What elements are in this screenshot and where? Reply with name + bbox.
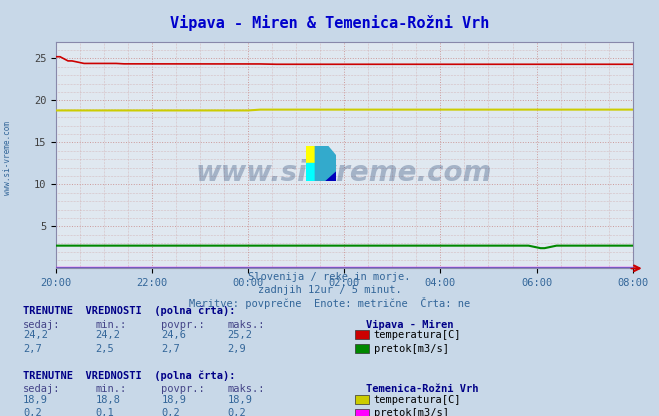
Text: TRENUTNE  VREDNOSTI  (polna črta):: TRENUTNE VREDNOSTI (polna črta): [23,370,235,381]
Text: 0,2: 0,2 [23,409,42,416]
Text: 0,2: 0,2 [161,409,180,416]
Text: temperatura[C]: temperatura[C] [374,395,461,405]
Text: www.si-vreme.com: www.si-vreme.com [3,121,13,195]
Polygon shape [316,146,336,181]
Text: TRENUTNE  VREDNOSTI  (polna črta):: TRENUTNE VREDNOSTI (polna črta): [23,306,235,316]
Text: sedaj:: sedaj: [23,320,61,330]
Text: 24,2: 24,2 [23,330,48,340]
Text: 2,7: 2,7 [23,344,42,354]
Text: sedaj:: sedaj: [23,384,61,394]
Text: pretok[m3/s]: pretok[m3/s] [374,344,449,354]
Text: Slovenija / reke in morje.: Slovenija / reke in morje. [248,272,411,282]
Text: zadnjih 12ur / 5 minut.: zadnjih 12ur / 5 minut. [258,285,401,295]
Text: 24,2: 24,2 [96,330,121,340]
Bar [322,163,336,181]
Text: Temenica-Rožni Vrh: Temenica-Rožni Vrh [366,384,478,394]
Text: pretok[m3/s]: pretok[m3/s] [374,409,449,416]
Text: maks.:: maks.: [227,320,265,330]
Text: 24,6: 24,6 [161,330,186,340]
Text: Vipava - Miren & Temenica-Rožni Vrh: Vipava - Miren & Temenica-Rožni Vrh [170,15,489,30]
Bar [306,163,322,181]
Text: 2,9: 2,9 [227,344,246,354]
Text: 25,2: 25,2 [227,330,252,340]
Text: 18,9: 18,9 [161,395,186,405]
Text: maks.:: maks.: [227,384,265,394]
Text: 0,2: 0,2 [227,409,246,416]
Text: 18,9: 18,9 [23,395,48,405]
Bar [306,146,322,163]
Text: Meritve: povprečne  Enote: metrične  Črta: ne: Meritve: povprečne Enote: metrične Črta:… [189,297,470,310]
Text: min.:: min.: [96,384,127,394]
Text: 18,9: 18,9 [227,395,252,405]
Text: Vipava - Miren: Vipava - Miren [366,320,453,330]
Text: 2,5: 2,5 [96,344,114,354]
Text: 0,1: 0,1 [96,409,114,416]
Text: 18,8: 18,8 [96,395,121,405]
Text: povpr.:: povpr.: [161,320,205,330]
Text: temperatura[C]: temperatura[C] [374,330,461,340]
Text: www.si-vreme.com: www.si-vreme.com [196,159,492,187]
Text: min.:: min.: [96,320,127,330]
Text: povpr.:: povpr.: [161,384,205,394]
Text: 2,7: 2,7 [161,344,180,354]
